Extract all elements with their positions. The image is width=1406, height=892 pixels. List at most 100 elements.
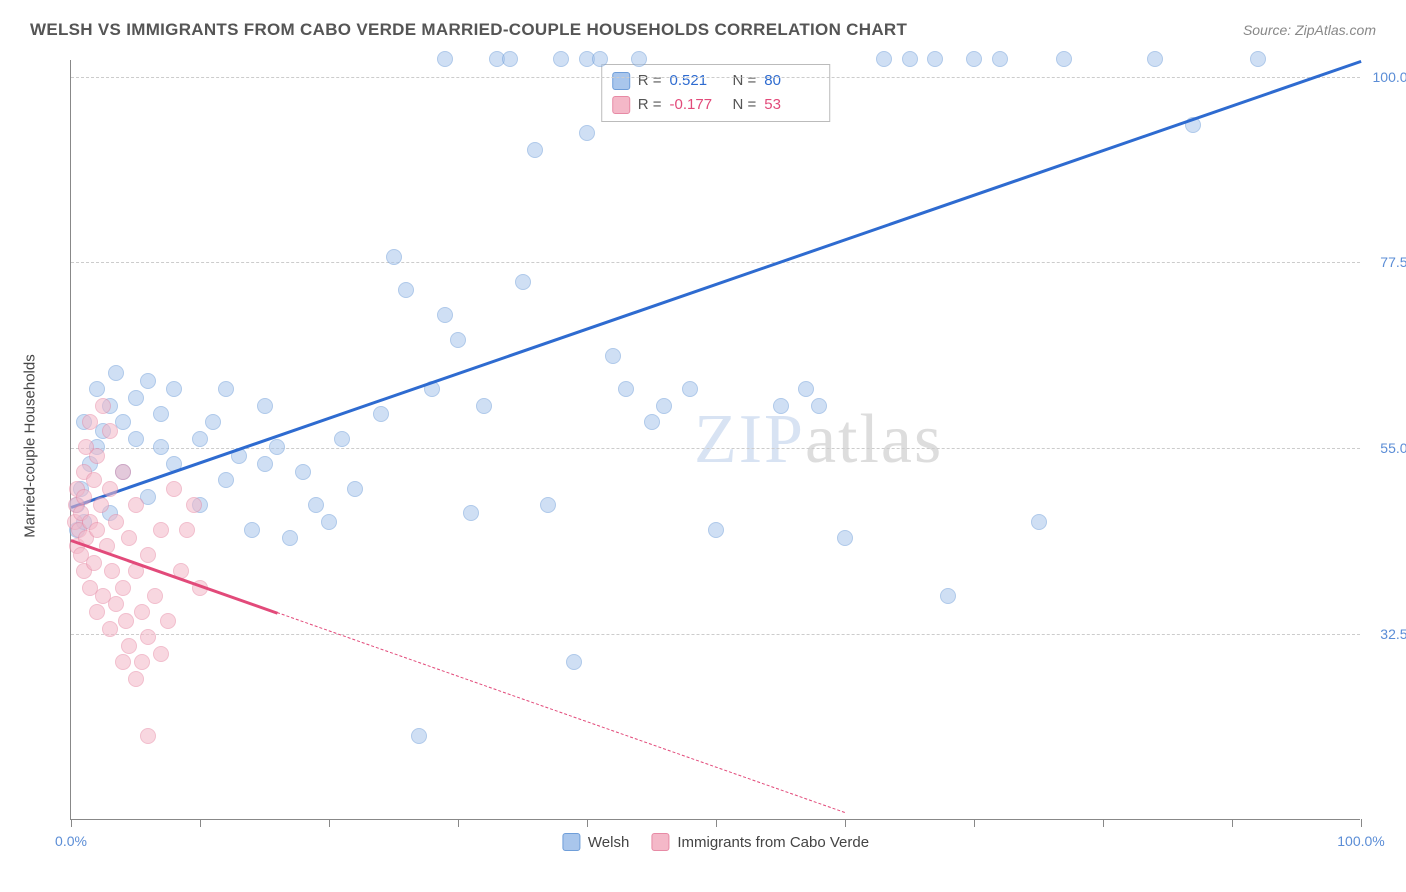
swatch-icon (562, 833, 580, 851)
legend-label: Welsh (588, 834, 629, 851)
data-point (966, 51, 982, 67)
y-axis-label: Married-couple Households (22, 354, 39, 537)
data-point (515, 274, 531, 290)
data-point (244, 522, 260, 538)
legend-item-welsh: Welsh (562, 833, 629, 851)
x-tick (716, 819, 717, 827)
n-label: N = (733, 69, 757, 93)
data-point (153, 439, 169, 455)
stats-row-cabo: R = -0.177 N = 53 (612, 93, 820, 117)
data-point (218, 381, 234, 397)
data-point (89, 604, 105, 620)
x-tick (1103, 819, 1104, 827)
data-point (153, 406, 169, 422)
trend-line (71, 60, 1362, 508)
data-point (605, 348, 621, 364)
n-value: 53 (764, 93, 819, 117)
data-point (166, 381, 182, 397)
source-label: Source: ZipAtlas.com (1243, 22, 1376, 38)
data-point (76, 489, 92, 505)
data-point (295, 464, 311, 480)
gridline (71, 634, 1360, 635)
trend-line (277, 612, 845, 813)
data-point (257, 456, 273, 472)
data-point (108, 365, 124, 381)
x-tick (71, 819, 72, 827)
data-point (450, 332, 466, 348)
data-point (708, 522, 724, 538)
data-point (128, 390, 144, 406)
data-point (682, 381, 698, 397)
data-point (644, 414, 660, 430)
data-point (1031, 514, 1047, 530)
data-point (837, 530, 853, 546)
y-tick-label: 32.5% (1380, 626, 1406, 642)
data-point (89, 381, 105, 397)
data-point (134, 604, 150, 620)
r-label: R = (638, 69, 662, 93)
data-point (108, 514, 124, 530)
n-value: 80 (764, 69, 819, 93)
data-point (153, 646, 169, 662)
swatch-icon (612, 96, 630, 114)
y-tick-label: 55.0% (1380, 440, 1406, 456)
data-point (386, 249, 402, 265)
data-point (115, 654, 131, 670)
data-point (876, 51, 892, 67)
data-point (134, 654, 150, 670)
stats-row-welsh: R = 0.521 N = 80 (612, 69, 820, 93)
x-tick (974, 819, 975, 827)
data-point (411, 728, 427, 744)
data-point (527, 142, 543, 158)
data-point (121, 530, 137, 546)
data-point (992, 51, 1008, 67)
data-point (147, 588, 163, 604)
data-point (93, 497, 109, 513)
data-point (128, 497, 144, 513)
stats-legend: R = 0.521 N = 80 R = -0.177 N = 53 (601, 64, 831, 122)
data-point (1147, 51, 1163, 67)
data-point (89, 522, 105, 538)
data-point (811, 398, 827, 414)
x-tick (1232, 819, 1233, 827)
data-point (502, 51, 518, 67)
data-point (128, 671, 144, 687)
r-value: -0.177 (670, 93, 725, 117)
data-point (269, 439, 285, 455)
x-tick-label: 0.0% (55, 833, 87, 849)
data-point (153, 522, 169, 538)
r-label: R = (638, 93, 662, 117)
data-point (321, 514, 337, 530)
data-point (398, 282, 414, 298)
data-point (373, 406, 389, 422)
data-point (592, 51, 608, 67)
data-point (773, 398, 789, 414)
x-tick (587, 819, 588, 827)
data-point (166, 481, 182, 497)
data-point (192, 431, 208, 447)
data-point (86, 555, 102, 571)
data-point (128, 431, 144, 447)
data-point (179, 522, 195, 538)
data-point (115, 580, 131, 596)
data-point (102, 423, 118, 439)
data-point (347, 481, 363, 497)
data-point (89, 448, 105, 464)
data-point (140, 629, 156, 645)
data-point (140, 547, 156, 563)
data-point (927, 51, 943, 67)
data-point (205, 414, 221, 430)
n-label: N = (733, 93, 757, 117)
gridline (71, 262, 1360, 263)
data-point (476, 398, 492, 414)
gridline (71, 77, 1360, 78)
data-point (463, 505, 479, 521)
legend-item-cabo: Immigrants from Cabo Verde (651, 833, 869, 851)
data-point (257, 398, 273, 414)
data-point (437, 307, 453, 323)
data-point (1250, 51, 1266, 67)
data-point (118, 613, 134, 629)
data-point (553, 51, 569, 67)
data-point (282, 530, 298, 546)
y-tick-label: 100.0% (1373, 69, 1406, 85)
